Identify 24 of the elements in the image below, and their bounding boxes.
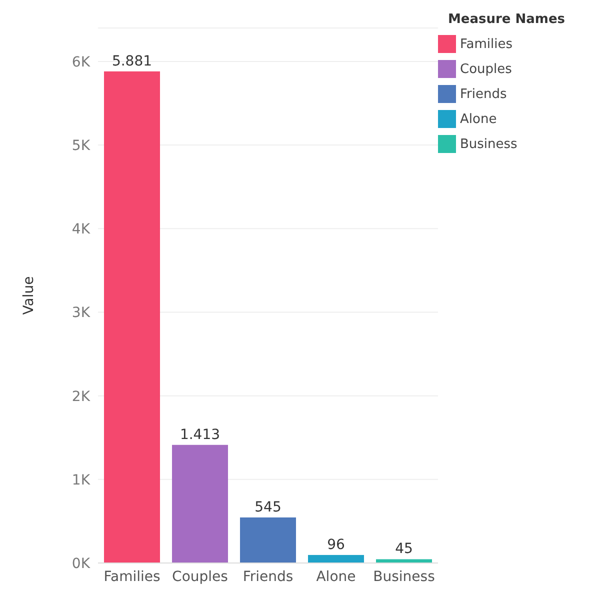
x-tick-label: Friends <box>242 568 294 585</box>
data-label: 96 <box>327 536 345 553</box>
x-tick-label: Alone <box>316 568 356 585</box>
y-tick-label: 3K <box>72 305 91 322</box>
legend-label: Friends <box>460 87 507 102</box>
data-label: 1.413 <box>180 426 220 443</box>
y-tick-label: 1K <box>72 472 91 488</box>
legend-title: Measure Names <box>448 12 566 27</box>
data-label: 545 <box>254 499 282 516</box>
legend-label: Families <box>460 37 513 52</box>
y-tick-label: 6K <box>72 54 91 70</box>
legend-label: Alone <box>460 112 497 127</box>
x-tick-label: Families <box>104 568 160 585</box>
x-tick-label: Business <box>373 568 435 585</box>
y-axis-title: Value <box>20 276 37 315</box>
y-tick-label: 0K <box>72 556 91 572</box>
legend-label: Business <box>460 137 518 152</box>
data-label: 5.881 <box>112 53 152 70</box>
x-tick-label: Couples <box>172 568 228 585</box>
data-label: 45 <box>395 541 413 558</box>
y-tick-label: 5K <box>72 138 91 154</box>
legend-label: Couples <box>460 62 512 77</box>
y-tick-label: 2K <box>72 388 91 405</box>
y-tick-label: 4K <box>72 222 91 238</box>
